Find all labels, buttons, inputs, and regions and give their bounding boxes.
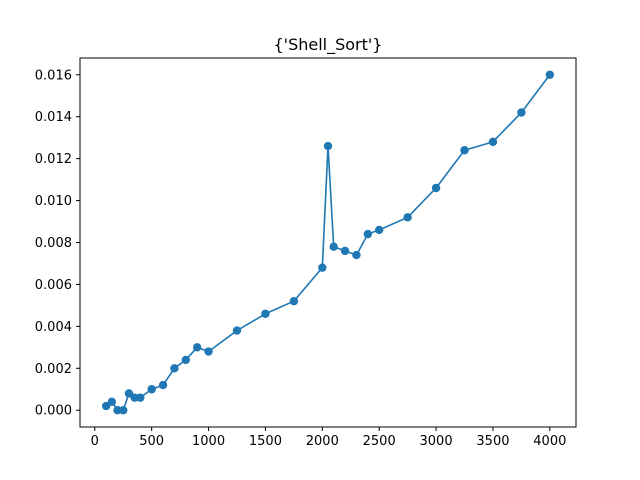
y-tick-label: 0.016 bbox=[35, 68, 72, 83]
plot-frame bbox=[79, 57, 577, 428]
data-point bbox=[289, 297, 299, 306]
data-point bbox=[403, 213, 412, 222]
y-tick-label: 0.004 bbox=[35, 320, 72, 335]
data-point bbox=[232, 326, 242, 335]
data-point bbox=[363, 229, 373, 239]
data-point bbox=[323, 141, 333, 151]
data-point bbox=[431, 183, 441, 193]
x-tick-label: 4000 bbox=[533, 434, 566, 449]
data-point bbox=[488, 137, 498, 147]
x-tick-label: 500 bbox=[139, 434, 164, 449]
data-point bbox=[192, 343, 202, 352]
data-point bbox=[136, 393, 145, 402]
data-point bbox=[119, 406, 128, 415]
x-tick-label: 1000 bbox=[192, 434, 225, 449]
x-tick-label: 2500 bbox=[363, 434, 396, 449]
data-point bbox=[517, 108, 526, 117]
y-tick-label: 0.000 bbox=[35, 404, 72, 419]
x-axis: 0 500 1000 1500 2000 2500 3000 3500 4000 bbox=[91, 427, 566, 449]
x-tick-label: 1500 bbox=[249, 434, 282, 449]
y-tick-label: 0.014 bbox=[35, 110, 72, 125]
data-point bbox=[147, 385, 156, 394]
data-point bbox=[352, 250, 361, 260]
x-tick-label: 3000 bbox=[420, 434, 453, 449]
data-point bbox=[261, 309, 270, 318]
y-tick-label: 0.002 bbox=[35, 362, 72, 377]
data-point bbox=[107, 397, 117, 407]
data-point bbox=[329, 242, 338, 251]
data-point bbox=[181, 355, 190, 365]
x-tick-label: 0 bbox=[91, 434, 99, 449]
x-tick-label: 3500 bbox=[476, 434, 509, 449]
data-point bbox=[158, 380, 168, 390]
y-tick-label: 0.006 bbox=[35, 278, 72, 293]
data-point bbox=[318, 263, 327, 272]
data-point bbox=[340, 246, 350, 256]
y-tick-label: 0.012 bbox=[35, 152, 72, 167]
y-tick-label: 0.008 bbox=[35, 236, 72, 251]
data-point bbox=[460, 146, 469, 155]
chart-title: {'Shell_Sort'} bbox=[274, 35, 383, 55]
series-line bbox=[105, 74, 551, 412]
x-tick-label: 2000 bbox=[306, 434, 339, 449]
y-axis: 0.000 0.002 0.004 0.006 0.008 0.010 0.012 0.014… bbox=[35, 68, 80, 419]
data-point bbox=[170, 364, 179, 373]
data-point bbox=[204, 347, 213, 356]
y-tick-label: 0.010 bbox=[35, 194, 72, 209]
series-points bbox=[101, 70, 555, 415]
data-point bbox=[545, 70, 555, 79]
data-point bbox=[374, 225, 384, 235]
